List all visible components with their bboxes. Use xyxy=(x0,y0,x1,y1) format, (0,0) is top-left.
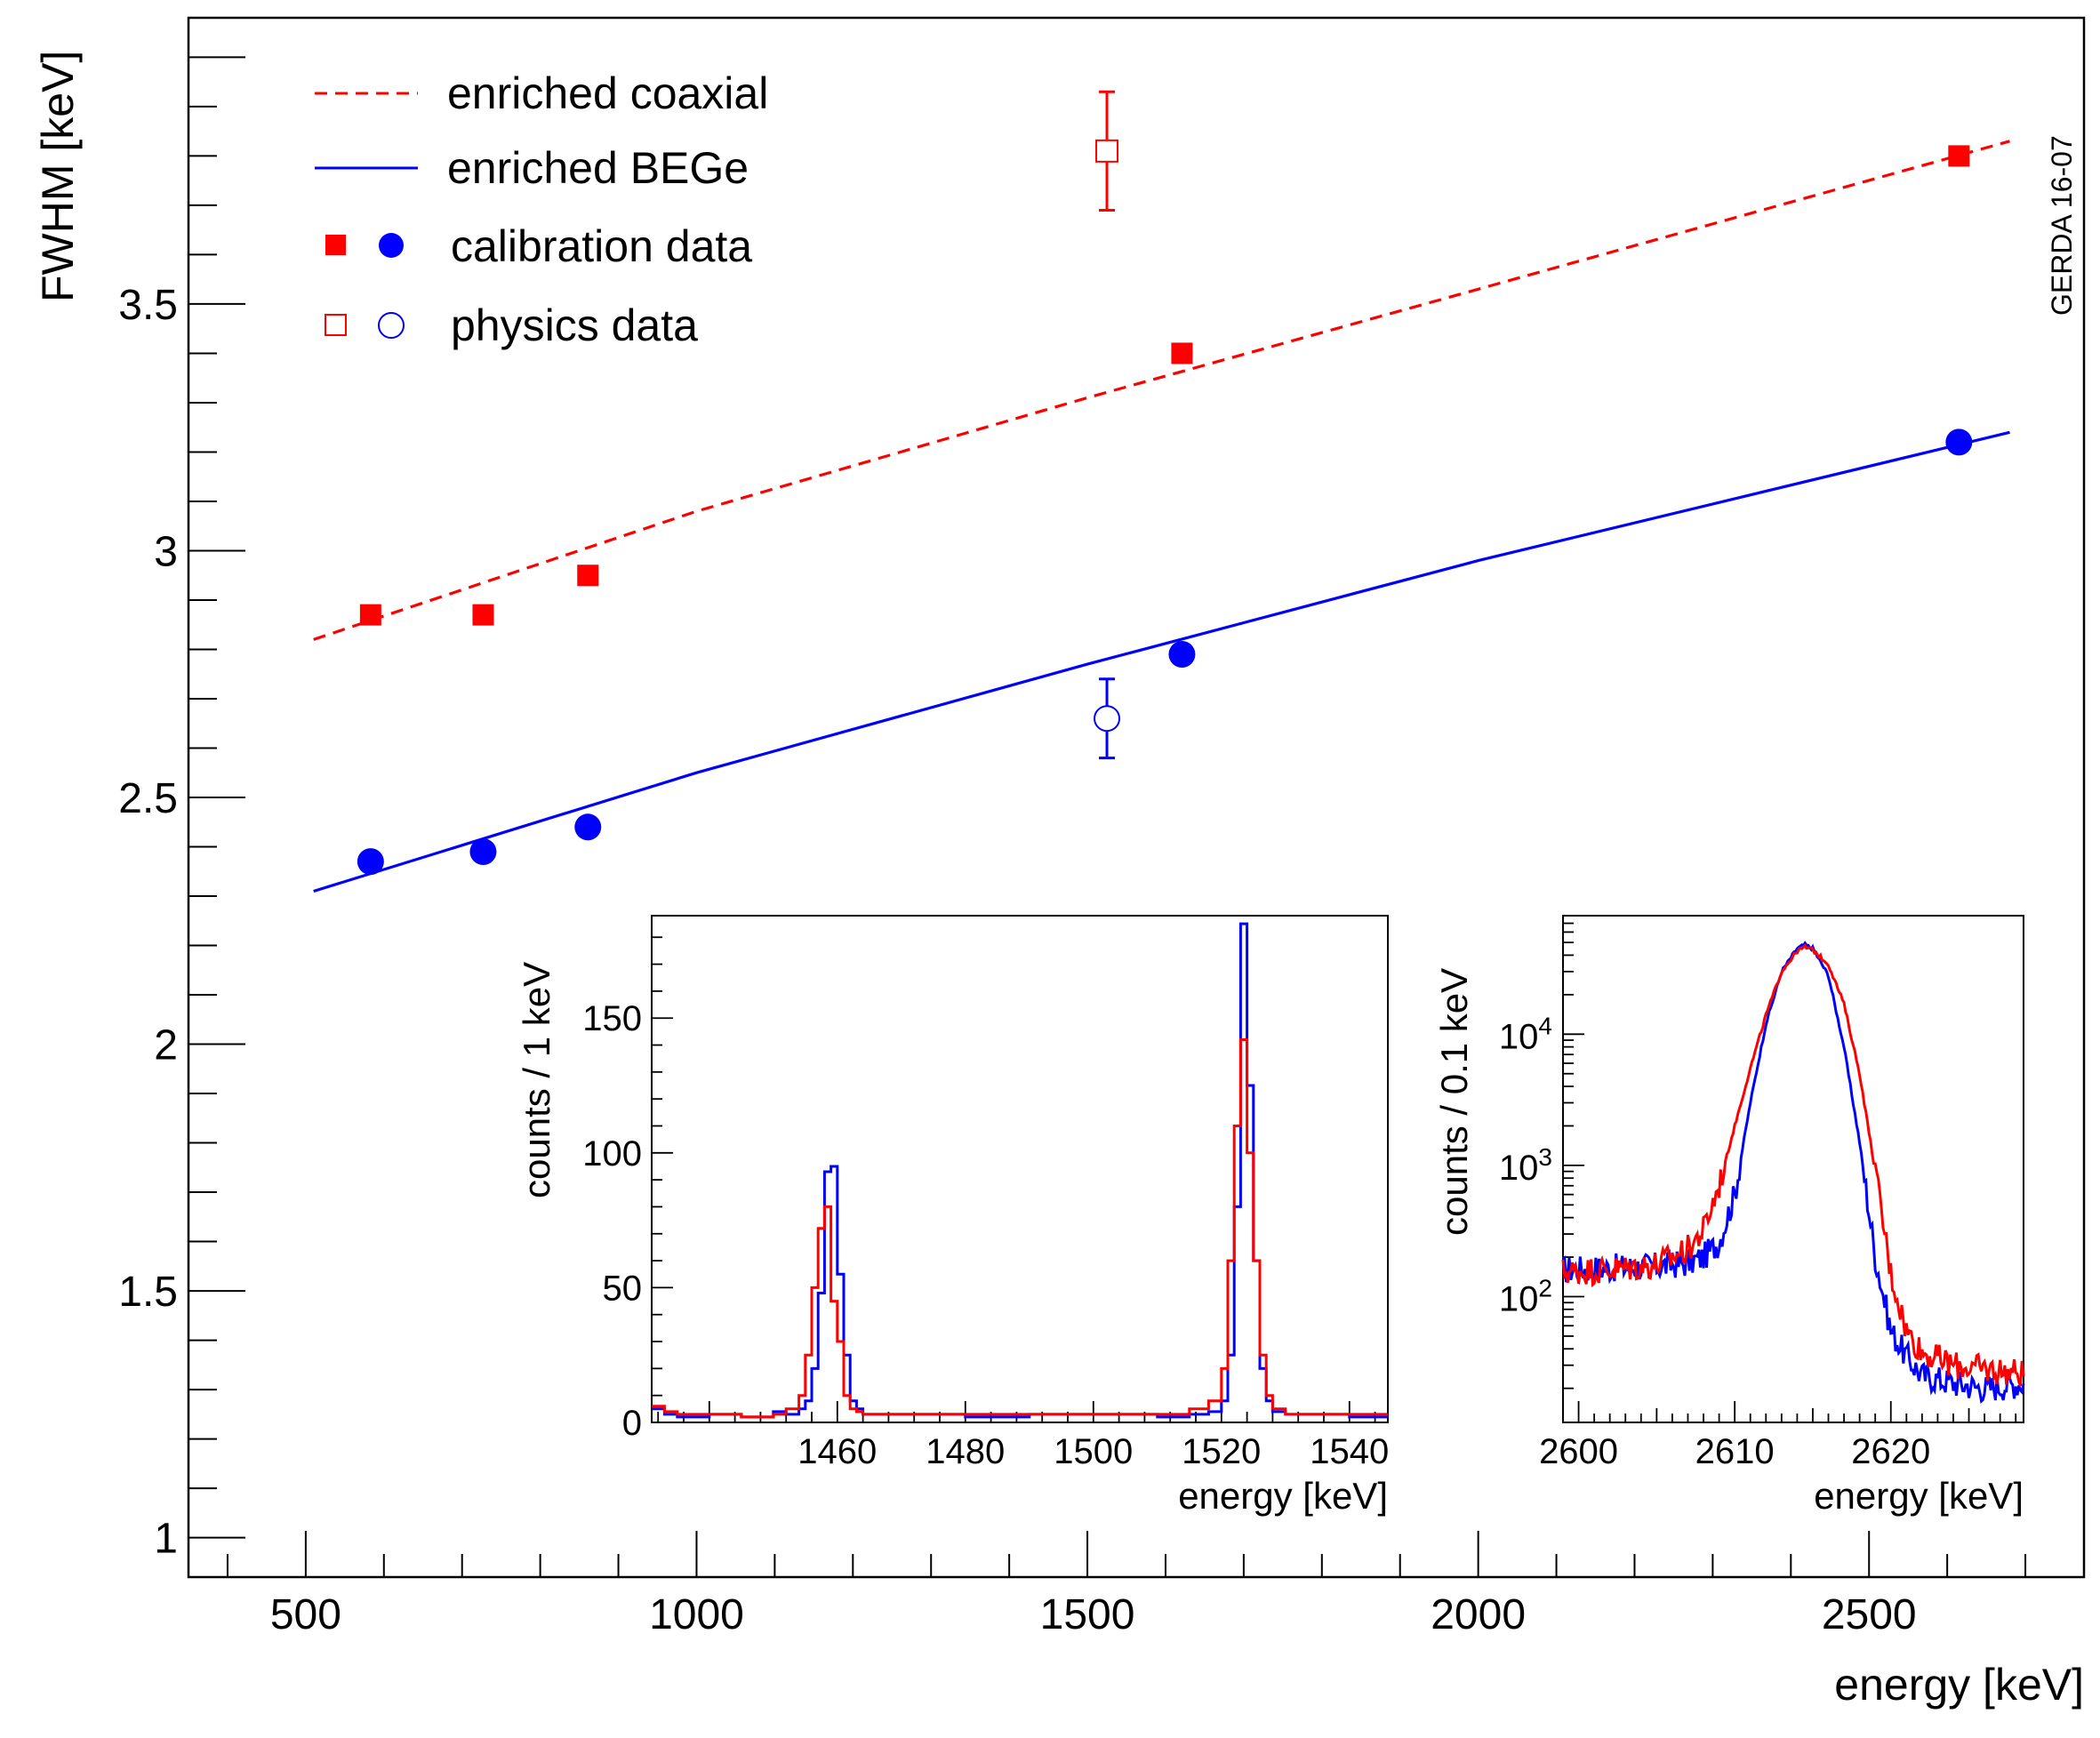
y-tick-label: 2 xyxy=(154,1022,178,1069)
main-y-axis-title: FWHM [keV] xyxy=(33,51,83,302)
inset2-y-tick-label: 102 xyxy=(1499,1275,1552,1319)
y-tick-label: 3.5 xyxy=(118,282,178,329)
main-plot-area xyxy=(313,90,2010,893)
x-tick-label: 2000 xyxy=(1431,1591,1526,1638)
coax-calibration-point xyxy=(359,604,381,626)
coax-calibration-point xyxy=(577,565,599,587)
bege-calibration-point xyxy=(1945,428,1973,456)
inset1-x-tick-label: 1500 xyxy=(1054,1432,1133,1471)
inset2-axes: 2600 2610 2620 102 103 104 xyxy=(1499,915,2017,1471)
inset1-axes: 1460 1480 1500 1520 1540 0 50 100 150 xyxy=(582,936,1389,1471)
y-tick-label: 1.5 xyxy=(118,1269,178,1316)
watermark-label: GERDA 16-07 xyxy=(2046,135,2078,316)
y-tick-label: 1 xyxy=(154,1516,178,1563)
inset2-plot-area xyxy=(1561,941,2025,1404)
legend: enriched coaxial enriched BEGe calibrati… xyxy=(315,68,768,350)
legend-calibration-circle-marker xyxy=(379,233,404,258)
inset1-y-axis-title: counts / 1 keV xyxy=(516,962,557,1198)
inset1-x-axis-title: energy [keV] xyxy=(1178,1475,1388,1517)
coax-physics-point xyxy=(1095,139,1119,163)
inset1-frame xyxy=(651,915,1389,1423)
legend-physics-square-marker xyxy=(325,314,347,336)
inset1-x-tick-label: 1520 xyxy=(1182,1432,1261,1471)
bege-calibration-point xyxy=(1168,641,1196,669)
inset2-x-axis-title: energy [keV] xyxy=(1814,1475,2024,1517)
inset2-y-axis-title: counts / 0.1 keV xyxy=(1433,968,1475,1236)
bege-calibration-point xyxy=(357,848,384,876)
main-x-axis-title: energy [keV] xyxy=(1834,1660,2084,1710)
inset1-x-tick-label: 1540 xyxy=(1310,1432,1389,1471)
coax-calibration-point xyxy=(1171,342,1193,364)
legend-physics-label: physics data xyxy=(451,300,698,350)
inset1-coax-spectrum xyxy=(652,1038,1388,1419)
x-tick-label: 2500 xyxy=(1822,1591,1917,1638)
bege-calibration-point xyxy=(469,838,497,866)
inset1-y-tick-label: 100 xyxy=(582,1134,642,1173)
legend-coax-line-label: enriched coaxial xyxy=(447,68,768,118)
bege-calibration-point xyxy=(574,813,602,841)
legend-calibration-label: calibration data xyxy=(451,221,752,271)
bege-fit-line xyxy=(313,430,2010,893)
legend-bege-line-label: enriched BEGe xyxy=(447,143,749,193)
x-tick-label: 1000 xyxy=(649,1591,744,1638)
inset1-plot-area xyxy=(652,922,1388,1419)
legend-calibration-square-marker xyxy=(325,235,346,255)
inset2-x-tick-label: 2620 xyxy=(1851,1432,1930,1471)
inset1-x-tick-label: 1460 xyxy=(798,1432,877,1471)
inset1-y-tick-label: 50 xyxy=(603,1269,643,1308)
y-tick-label: 3 xyxy=(154,528,178,575)
legend-physics-circle-marker xyxy=(378,312,405,339)
inset2-frame xyxy=(1562,915,2024,1423)
coax-calibration-point xyxy=(1948,145,1970,167)
coax-calibration-point xyxy=(472,604,494,626)
inset2-y-tick-label: 103 xyxy=(1499,1143,1552,1188)
inset1-y-tick-label: 0 xyxy=(622,1404,642,1443)
inset1-y-tick-label: 150 xyxy=(582,999,642,1038)
inset2-x-tick-label: 2600 xyxy=(1539,1432,1618,1471)
inset2-y-tick-label: 104 xyxy=(1499,1012,1552,1056)
y-tick-label: 2.5 xyxy=(118,775,178,822)
inset2-x-tick-label: 2610 xyxy=(1695,1432,1775,1471)
x-tick-label: 500 xyxy=(270,1591,341,1638)
inset2-coax-spectrum xyxy=(1561,943,2025,1387)
coax-fit-line xyxy=(313,140,2010,641)
inset1-x-tick-label: 1480 xyxy=(926,1432,1005,1471)
x-tick-label: 1500 xyxy=(1040,1591,1135,1638)
bege-physics-point xyxy=(1094,705,1121,733)
